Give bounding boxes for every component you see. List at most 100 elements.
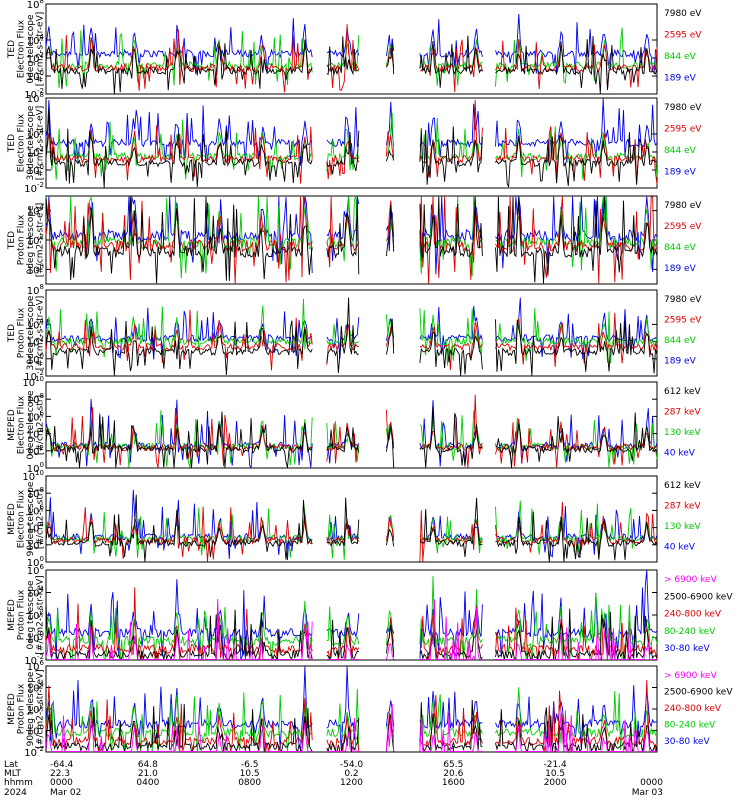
- y-tick-label: 102: [27, 608, 44, 622]
- y-axis-label: TED Electron Flux 30deg telescope [#/cm2-s-…: [7, 105, 46, 180]
- y-tick-label: 10-2: [24, 181, 44, 195]
- y-axis-label-line: 90deg telescope: [26, 481, 36, 556]
- y-tick-label: 106: [27, 563, 45, 577]
- y-tick-label: 102: [27, 145, 44, 159]
- y-axis-label-line: 30deg telescope: [26, 295, 36, 370]
- series-line: [45, 407, 658, 468]
- y-axis-label: MEPED Electron Flux 0deg telescope [#/cm2-s…: [7, 390, 46, 460]
- y-axis-label-line: MEPED: [7, 409, 17, 441]
- y-tick-label: 102: [27, 233, 44, 247]
- y-tick-label: 106: [27, 409, 45, 423]
- legend-entry: 130 keV: [664, 522, 701, 532]
- y-axis-label-line: [#/cm2-s-str-eV]: [36, 12, 46, 87]
- panel-frame: [45, 569, 658, 661]
- panel-frame: [45, 289, 658, 377]
- y-axis-label-line: TED: [7, 324, 17, 343]
- x-tick-lat: -6.5: [241, 760, 259, 770]
- series-line: [45, 598, 657, 660]
- y-tick-label: 10-2: [24, 745, 44, 759]
- y-axis-label-line: MEPED: [7, 503, 17, 535]
- x-row-label: 2024: [4, 788, 27, 798]
- y-axis-label-line: 90deg telescope: [26, 671, 36, 746]
- y-axis-label-line: Electron Flux: [17, 489, 27, 548]
- panel-frame: [45, 381, 658, 469]
- y-axis-label: TED Electron Flux 0deg telescope [#/cm2-s-s…: [7, 12, 46, 87]
- y-tick-label: 104: [27, 317, 45, 331]
- legend-entry: 189 eV: [664, 167, 697, 177]
- legend-entry: 30-80 keV: [664, 737, 710, 747]
- y-tick-label: 1010: [22, 469, 44, 483]
- y-axis-label-line: 30deg telescope: [26, 105, 36, 180]
- y-axis-label-line: Electron Flux: [17, 395, 27, 454]
- y-axis-label-line: [#/cm2-s-str]: [36, 395, 46, 455]
- series-line: [45, 602, 658, 661]
- x-tick-lat: -54.0: [340, 760, 364, 770]
- legend-entry: 7980 eV: [664, 201, 702, 211]
- legend-entry: 30-80 keV: [664, 644, 710, 654]
- y-axis-label-line: Proton Flux: [17, 214, 27, 265]
- x-tick-lat: -21.4: [543, 760, 567, 770]
- legend-entry: 7980 eV: [664, 103, 702, 113]
- y-tick-label: 100: [27, 352, 44, 366]
- legend-entry: 80-240 keV: [664, 721, 716, 731]
- panel-frame: [45, 97, 658, 189]
- series-line: [45, 24, 658, 93]
- y-axis-label: MEPED Proton Flux 90deg telescope [#/cm2-s-…: [7, 669, 46, 748]
- x-tick-hhmm: 0400: [136, 778, 159, 788]
- legend-entry: 844 eV: [664, 336, 697, 346]
- y-axis-label-line: 0deg telescope: [26, 580, 36, 650]
- y-tick-label: 10-2: [24, 653, 44, 667]
- y-tick-label: 102: [27, 702, 44, 716]
- legend-entry: 2595 eV: [664, 30, 702, 40]
- x-tick-mlt: 21.0: [138, 769, 158, 779]
- x-row-label: Lat: [4, 760, 19, 770]
- y-tick-label: 106: [27, 503, 45, 517]
- series-line: [45, 298, 658, 366]
- y-tick-label: 104: [27, 586, 45, 600]
- legend-entry: 2595 eV: [664, 315, 702, 325]
- y-tick-label: 100: [27, 163, 44, 177]
- panel-frame: [45, 475, 658, 563]
- y-tick-label: 104: [27, 204, 45, 218]
- y-axis-label-line: 0deg telescope: [26, 205, 36, 275]
- y-tick-label: 102: [27, 51, 44, 65]
- x-tick-mlt: 10.5: [240, 769, 260, 779]
- y-axis-label: MEPED Electron Flux 90deg telescope [#/cm2-…: [7, 481, 46, 556]
- y-axis-label: TED Proton Flux 30deg telescope [#/cm2-s-st…: [7, 295, 46, 370]
- y-axis-label-line: 0deg telescope: [26, 14, 36, 84]
- y-axis-label-line: [#/cm2-s-str-keV]: [36, 575, 46, 654]
- legend-entry: 287 keV: [664, 407, 701, 417]
- x-tick-hhmm: 0000: [640, 778, 663, 788]
- legend-entry: 612 keV: [664, 387, 701, 397]
- series-line: [45, 410, 658, 468]
- panel-frame: [45, 665, 658, 753]
- y-tick-label: 102: [27, 444, 44, 458]
- y-tick-label: 100: [27, 262, 44, 276]
- x-tick-mlt: 20.6: [443, 769, 463, 779]
- legend-entry: 844 eV: [664, 243, 697, 253]
- x-tick-lat: -64.4: [50, 760, 74, 770]
- legend-entry: 40 keV: [664, 542, 696, 552]
- y-tick-label: 108: [27, 486, 44, 500]
- y-tick-label: 10-2: [24, 87, 44, 101]
- y-axis-label: TED Proton Flux 0deg telescope [#/cm2-s-str…: [7, 203, 46, 278]
- y-tick-label: 108: [27, 283, 44, 297]
- y-axis-label-line: [#/cm2-s-str-eV]: [36, 296, 46, 371]
- x-tick-mlt: 22.3: [50, 769, 70, 779]
- y-tick-label: 102: [27, 335, 44, 349]
- series-line: [45, 494, 658, 562]
- x-tick-date: Mar 03: [632, 788, 663, 798]
- y-tick-label: 104: [27, 681, 45, 695]
- legend-entry: 2500-6900 keV: [664, 688, 733, 698]
- series-line: [45, 196, 658, 284]
- legend-entry: > 6900 keV: [664, 671, 718, 681]
- x-tick-hhmm: 0800: [238, 778, 261, 788]
- series-line: [45, 570, 658, 660]
- x-tick-mlt: 0.2: [344, 769, 358, 779]
